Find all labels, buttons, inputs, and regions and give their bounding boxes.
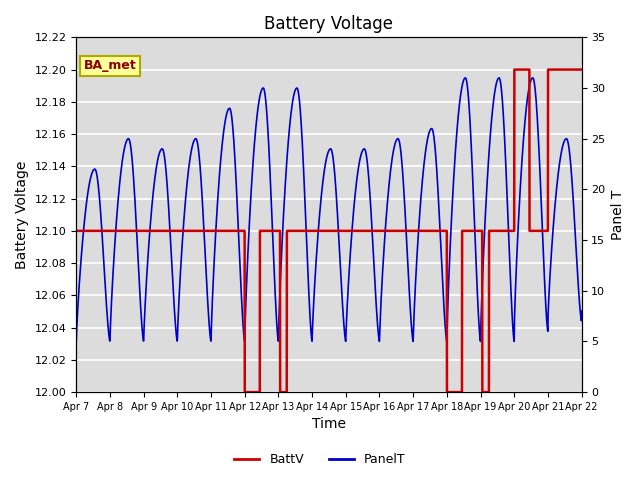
Legend: BattV, PanelT: BattV, PanelT bbox=[229, 448, 411, 471]
X-axis label: Time: Time bbox=[312, 418, 346, 432]
Text: BA_met: BA_met bbox=[84, 59, 136, 72]
Y-axis label: Battery Voltage: Battery Voltage bbox=[15, 160, 29, 269]
Y-axis label: Panel T: Panel T bbox=[611, 190, 625, 240]
Title: Battery Voltage: Battery Voltage bbox=[264, 15, 394, 33]
